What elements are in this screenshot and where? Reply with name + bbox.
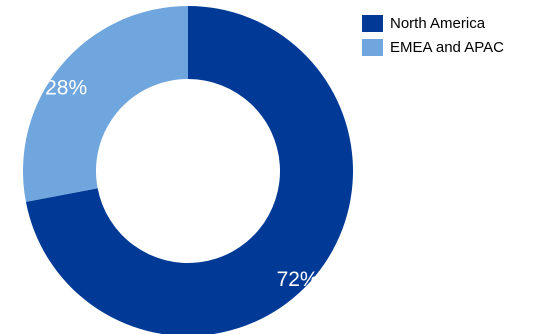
legend-item-north-america: North America — [362, 11, 504, 35]
slice-label-north-america: 72% — [277, 268, 319, 291]
chart-legend: North America EMEA and APAC — [362, 11, 504, 59]
legend-item-emea-and-apac: EMEA and APAC — [362, 35, 504, 59]
slice-label-emea-and-apac: 28% — [45, 76, 87, 99]
legend-label-emea-and-apac: EMEA and APAC — [390, 38, 504, 56]
legend-swatch-north-america — [362, 14, 383, 32]
legend-label-north-america: North America — [390, 14, 486, 32]
legend-swatch-emea-and-apac — [362, 38, 383, 56]
slice-labels: 72% 28% — [45, 76, 319, 291]
donut-slices — [22, 6, 353, 334]
slice-emea-and-apac — [22, 6, 188, 202]
slice-north-america — [25, 6, 353, 334]
